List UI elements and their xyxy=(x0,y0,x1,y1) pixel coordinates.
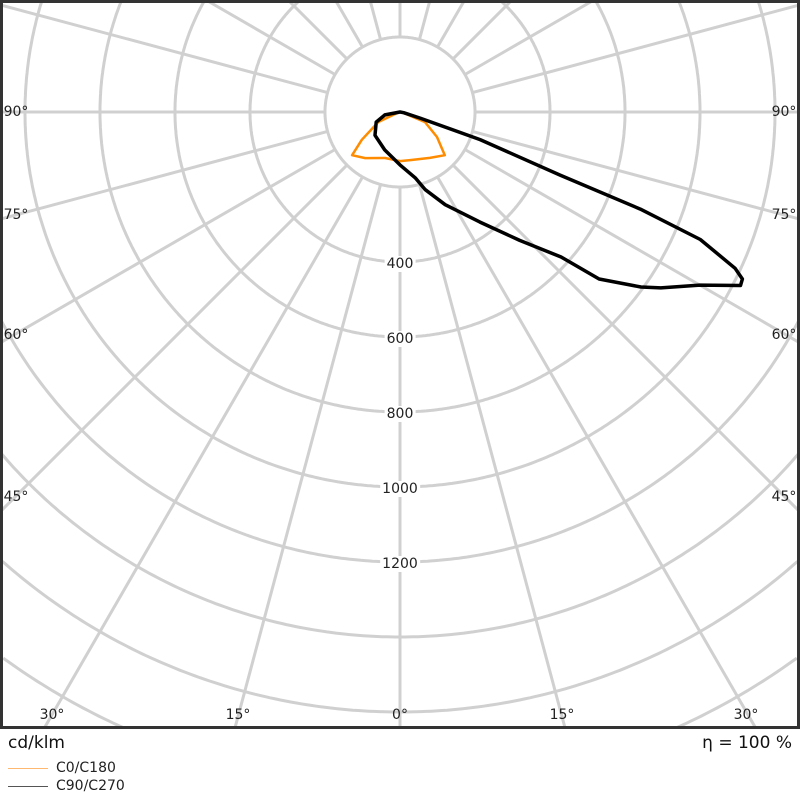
angle-label-left: 75° xyxy=(3,207,29,223)
polar-plot xyxy=(0,0,800,729)
legend-label: C90/C270 xyxy=(56,778,125,794)
angle-label-right: 45° xyxy=(771,489,797,505)
grid-ring xyxy=(1,560,799,714)
grid-spoke xyxy=(0,148,336,345)
radial-tick-label: 1000 xyxy=(380,481,420,497)
grid-ring xyxy=(23,1,777,489)
legend-item-c90: C90/C270 xyxy=(8,778,125,794)
angle-label-right: 90° xyxy=(771,104,797,120)
grid-spoke xyxy=(451,0,514,61)
legend-item-c0: C0/C180 xyxy=(8,760,116,776)
grid-spoke xyxy=(472,129,800,221)
series-curve-c0-c180 xyxy=(350,110,447,163)
grid-spoke xyxy=(0,163,349,514)
grid-spoke xyxy=(0,3,328,95)
grid-spoke xyxy=(334,0,364,48)
unit-label: cd/klm xyxy=(8,733,65,753)
plot-frame xyxy=(0,0,800,729)
legend-label: C0/C180 xyxy=(56,760,116,776)
radial-tick-label: 800 xyxy=(384,406,416,422)
angle-label-left: 90° xyxy=(3,104,29,120)
legend-swatch xyxy=(8,785,48,787)
radial-tick-label: 1200 xyxy=(380,556,420,572)
angle-label-bottom: 30° xyxy=(733,707,759,723)
grid-spoke xyxy=(451,163,800,514)
grid-ring xyxy=(0,319,800,564)
angle-label-left: 45° xyxy=(3,489,29,505)
grid-spoke xyxy=(417,184,567,729)
series-curve-c90-c270 xyxy=(373,110,745,290)
grid-spoke xyxy=(464,148,800,345)
legend-swatch xyxy=(8,767,48,769)
grid-spoke xyxy=(42,176,364,729)
efficiency-label: η = 100 % xyxy=(702,733,792,753)
grid-spoke xyxy=(0,129,328,221)
polar-chart xyxy=(0,0,800,729)
grid-spoke xyxy=(472,3,800,95)
grid-spoke xyxy=(286,0,349,61)
angle-label-bottom: 0° xyxy=(392,707,408,723)
angle-label-bottom: 15° xyxy=(549,707,575,723)
radial-tick-label: 600 xyxy=(384,331,416,347)
grid-ring xyxy=(0,452,800,639)
grid-spoke xyxy=(417,0,432,40)
angle-label-left: 60° xyxy=(3,327,29,343)
grid-spoke xyxy=(368,0,383,40)
grid-spoke xyxy=(436,0,466,48)
grid-spoke xyxy=(436,176,758,729)
angle-label-right: 75° xyxy=(771,207,797,223)
grid-spoke xyxy=(233,184,383,729)
radial-tick-label: 400 xyxy=(384,256,416,272)
angle-label-bottom: 30° xyxy=(39,707,65,723)
grid-ring xyxy=(323,35,477,189)
angle-label-right: 60° xyxy=(771,327,797,343)
grid-ring xyxy=(173,0,627,339)
grid-ring xyxy=(98,1,702,414)
angle-label-bottom: 15° xyxy=(225,707,251,723)
grid-ring xyxy=(2,656,798,729)
